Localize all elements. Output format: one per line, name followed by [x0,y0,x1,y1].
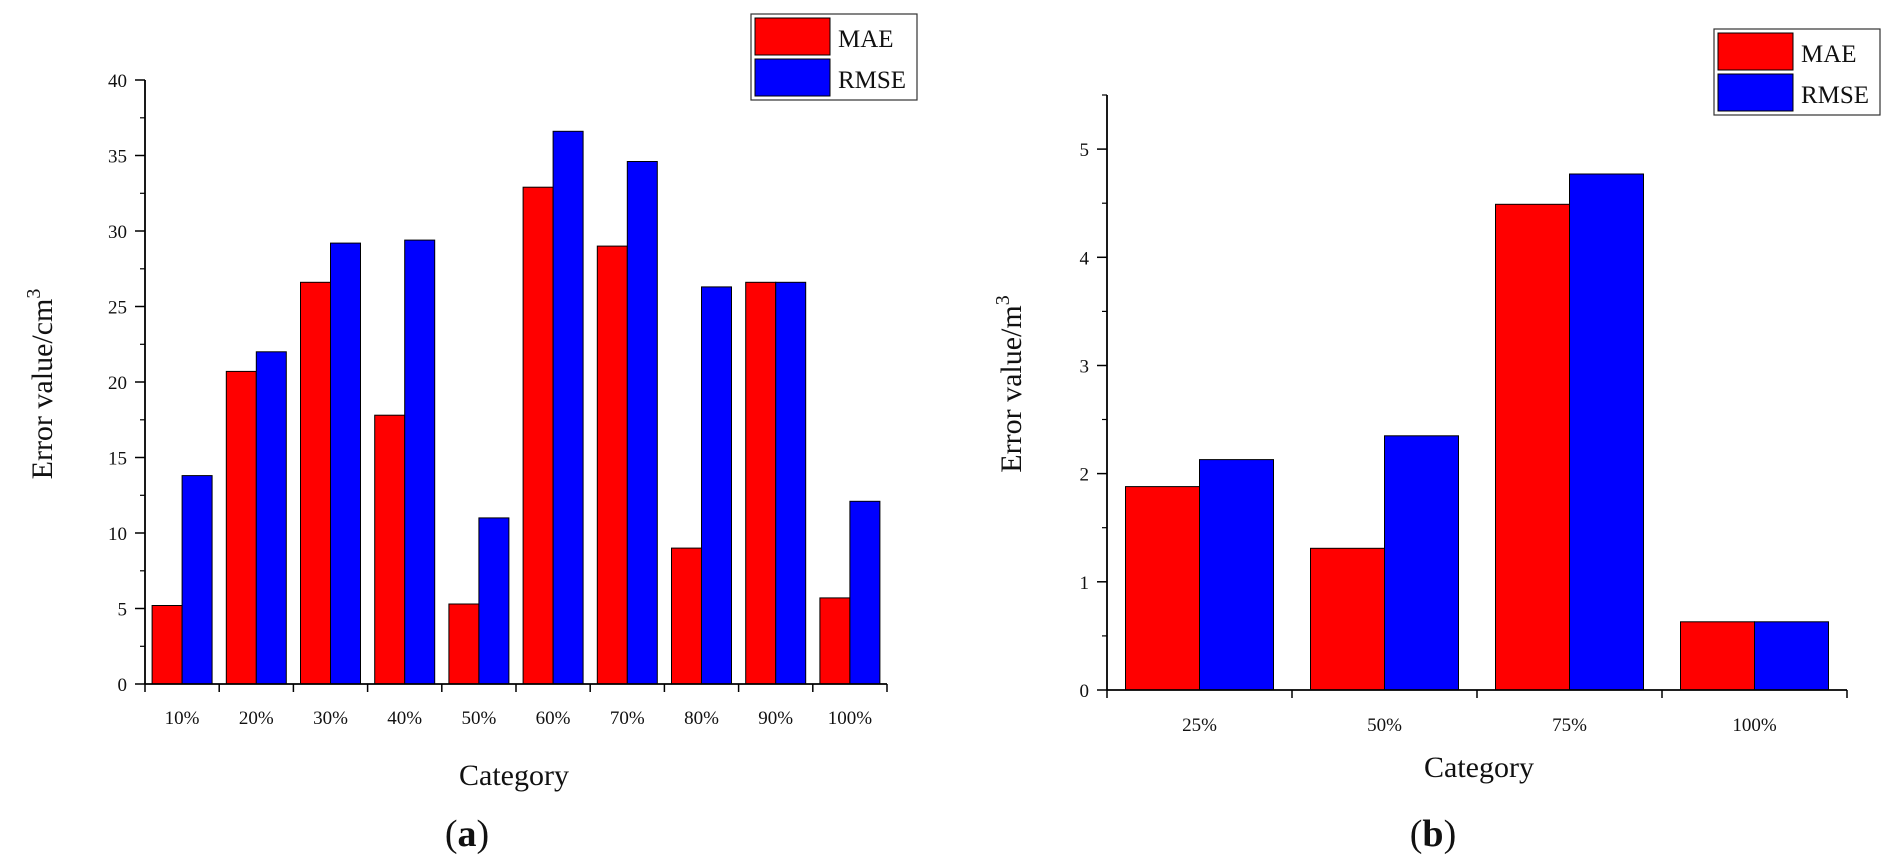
legend-b: MAE RMSE [1713,28,1881,116]
bar-rmse-90pct-a [775,281,807,685]
legend-label-rmse-a: RMSE [838,67,906,94]
x-tick-label-100pct-b: 100% [1732,715,1777,736]
x-axis-title-b: Category [1424,751,1534,784]
y-tick-label-10-a: 10 [108,524,127,545]
bar-rmse-100pct-b [1754,621,1829,691]
bars-b [1125,173,1829,691]
x-tick-label-50pct-b: 50% [1367,715,1402,736]
x-tick-label-90pct-a: 90% [758,708,793,729]
bar-mae-100pct-a [819,597,851,685]
x-tick-label-30pct-a: 30% [313,708,348,729]
bar-rmse-70pct-a [626,161,658,685]
x-tick-label-75pct-b: 75% [1552,715,1587,736]
panel-label-b-letter: b [1422,813,1443,855]
y-tick-label-25-a: 25 [108,298,127,319]
bar-mae-100pct-b [1680,621,1755,691]
y-tick-label-40-a: 40 [108,71,127,92]
bar-mae-10pct-a [151,605,183,685]
y-tick-label-20-a: 20 [108,373,127,394]
x-tick-label-60pct-a: 60% [536,708,571,729]
legend-swatch-rmse-a [754,58,831,97]
bar-rmse-20pct-a [255,351,287,685]
bar-rmse-25pct-b [1199,459,1274,691]
panel-label-b-open: ( [1410,813,1423,855]
y-tick-label-2-b: 2 [1080,465,1090,486]
legend-swatch-mae-b [1717,32,1794,71]
x-tick-label-50pct-a: 50% [461,708,496,729]
y-tick-label-0-b: 0 [1080,681,1090,702]
y-axis-title-a-main: Error value/cm [26,299,59,480]
legend-swatch-mae-a [754,17,831,56]
bar-mae-20pct-a [225,370,257,685]
bar-mae-90pct-a [745,281,777,685]
chart-panel-a: 10% 20% 30% 40% 50% 60% 70% 80% 90% 100% 0 5 10 15 20 2… [23,13,918,855]
y-tick-label-5-b: 5 [1080,140,1090,161]
panel-label-a-letter: a [458,813,477,855]
x-tick-label-40pct-a: 40% [387,708,422,729]
bar-mae-80pct-a [671,547,702,685]
legend-swatch-rmse-b [1717,73,1794,112]
panel-label-b-close: ) [1444,813,1457,855]
panel-label-a: (a) [445,813,489,855]
bar-rmse-50pct-a [478,517,510,685]
legend-a: MAE RMSE [750,13,918,101]
x-tick-label-20pct-a: 20% [239,708,274,729]
bar-mae-75pct-b [1495,203,1570,691]
bar-mae-30pct-a [300,281,331,685]
y-axis-title-b-main: Error value/m [995,305,1028,472]
bar-rmse-50pct-b [1384,435,1459,691]
y-axis-title-b-sup: 3 [992,295,1014,305]
y-axis-title-a-sup: 3 [23,289,45,299]
x-tick-label-25pct-b: 25% [1182,715,1217,736]
legend-label-mae-b: MAE [1801,41,1857,68]
y-axis-title-a: Error value/cm3 [23,289,59,480]
x-tick-label-10pct-a: 10% [165,708,200,729]
bar-mae-25pct-b [1125,486,1200,691]
panel-label-a-open: ( [445,813,458,855]
bar-mae-50pct-a [448,603,480,685]
legend-label-rmse-b: RMSE [1801,82,1869,109]
y-tick-label-35-a: 35 [108,147,127,168]
bar-rmse-10pct-a [181,475,213,685]
y-tick-label-0-a: 0 [118,675,128,696]
y-tick-label-3-b: 3 [1080,357,1090,378]
bar-rmse-40pct-a [404,239,436,685]
y-tick-label-5-a: 5 [118,600,128,621]
bars-a [151,130,881,685]
x-tick-label-100pct-a: 100% [828,708,873,729]
bar-rmse-30pct-a [330,242,361,685]
panel-label-b: (b) [1410,813,1456,855]
bar-mae-50pct-b [1310,547,1385,691]
legend-label-mae-a: MAE [838,26,894,53]
ticks-b: 25% 50% 75% 100% 0 1 2 3 4 5 [1080,94,1848,736]
x-tick-label-80pct-a: 80% [684,708,719,729]
panel-label-a-close: ) [477,813,490,855]
bar-mae-70pct-a [596,245,628,685]
bar-rmse-75pct-b [1569,173,1644,691]
x-tick-label-70pct-a: 70% [610,708,645,729]
ticks-a: 10% 20% 30% 40% 50% 60% 70% 80% 90% 100% 0 5 10 15 20 2… [108,71,888,729]
bar-rmse-60pct-a [552,130,584,685]
x-axis-title-a: Category [459,759,569,792]
bar-mae-40pct-a [374,414,406,685]
bar-rmse-100pct-a [849,500,881,685]
y-axis-title-b: Error value/m3 [992,295,1028,472]
chart-panel-b: 25% 50% 75% 100% 0 1 2 3 4 5 Category Error value… [992,28,1881,855]
y-tick-label-15-a: 15 [108,449,127,470]
y-tick-label-30-a: 30 [108,222,127,243]
y-tick-label-4-b: 4 [1080,248,1090,269]
bar-rmse-80pct-a [701,286,732,685]
bar-mae-60pct-a [522,186,554,685]
y-tick-label-1-b: 1 [1080,573,1090,594]
